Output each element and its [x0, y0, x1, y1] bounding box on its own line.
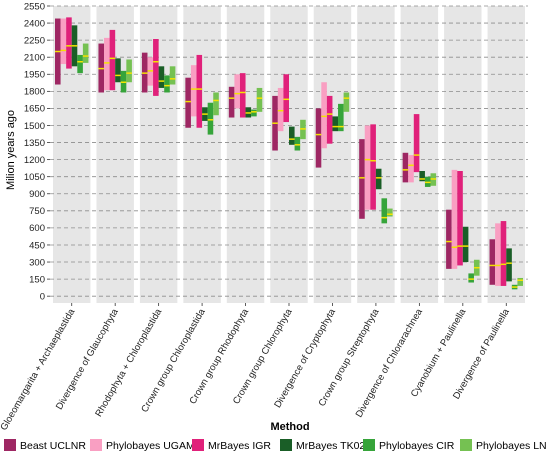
- legend-label: MrBayes TK02: [296, 440, 365, 452]
- y-tick-label: 2550: [24, 1, 45, 12]
- y-tick-label: 1650: [24, 104, 45, 115]
- legend-item: Phylobayes LN: [460, 439, 547, 452]
- range-bar: [451, 169, 458, 269]
- range-bar: [326, 95, 333, 144]
- range-bar: [251, 109, 257, 117]
- range-bar: [419, 171, 425, 182]
- legend-swatch: [192, 439, 204, 451]
- legend-item: Phylobayes CIR: [363, 439, 455, 452]
- x-tick-label: Gloeomargarita + Archaeplastida: [0, 306, 78, 432]
- range-bar: [338, 103, 344, 132]
- range-bar: [60, 18, 67, 65]
- range-bar: [207, 102, 214, 135]
- range-bar: [158, 66, 165, 88]
- range-bar: [66, 17, 72, 69]
- range-bar: [359, 139, 365, 219]
- legend-label: Phylobayes CIR: [379, 440, 455, 452]
- y-tick-label: 1500: [24, 121, 45, 132]
- range-bar: [234, 74, 240, 109]
- legend-swatch: [4, 439, 16, 451]
- y-tick-label: 900: [29, 189, 45, 200]
- range-bar: [408, 155, 414, 183]
- y-tick-label: 2250: [24, 35, 45, 46]
- range-bar: [468, 273, 474, 283]
- legend-item: MrBayes IGR: [192, 439, 271, 452]
- range-bar: [239, 73, 246, 118]
- range-bar: [283, 74, 289, 123]
- y-tick-label: 1050: [24, 172, 45, 183]
- range-bar: [343, 92, 350, 112]
- range-bar: [228, 86, 235, 118]
- range-bar: [82, 43, 89, 63]
- y-tick-label: 2400: [24, 18, 45, 29]
- y-tick-label: 450: [29, 240, 45, 251]
- legend-swatch: [280, 439, 292, 451]
- median-marks: [55, 45, 523, 288]
- legend: Beast UCLNR Phylobayes UGAM MrBayes IGR MrB…: [4, 439, 547, 452]
- range-bar: [462, 226, 469, 263]
- y-tick-label: 750: [29, 206, 45, 217]
- range-bar: [289, 126, 295, 145]
- y-tick-label: 1200: [24, 155, 45, 166]
- y-tick-label: 1800: [24, 87, 45, 98]
- legend-label: Phylobayes UGAM: [106, 440, 195, 452]
- y-tick-label: 600: [29, 223, 45, 234]
- range-bar: [104, 37, 110, 91]
- range-bar: [196, 54, 203, 128]
- legend-item: Beast UCLNR: [4, 439, 86, 452]
- range-bar: [115, 58, 121, 83]
- range-bar: [256, 87, 263, 112]
- range-bar: [109, 29, 116, 91]
- range-bar: [185, 77, 191, 128]
- range-bar: [213, 92, 219, 116]
- category-band: [270, 6, 308, 303]
- range-bar: [402, 152, 409, 183]
- range-bar: [387, 208, 393, 217]
- range-bar: [126, 59, 132, 83]
- x-axis: Gloeomargarita + ArchaeplastidaDivergenc…: [0, 303, 512, 433]
- legend-label: Beast UCLNR: [20, 440, 86, 452]
- category-band: [183, 6, 221, 303]
- legend-swatch: [460, 439, 472, 451]
- y-tick-label: 1950: [24, 70, 45, 81]
- range-bar: [457, 171, 463, 266]
- range-bar: [190, 65, 197, 117]
- range-bar: [77, 54, 83, 74]
- legend-label: MrBayes IGR: [208, 440, 271, 452]
- range-bar: [321, 82, 327, 149]
- range-bar: [495, 223, 501, 286]
- y-tick-label: 300: [29, 257, 45, 268]
- range-bar: [315, 108, 322, 168]
- range-bar: [164, 75, 170, 93]
- y-tick-label: 0: [40, 291, 45, 302]
- y-axis: 0 150 300 450 600 750 900 1050 1200 1350 1500 1650 1…: [24, 1, 50, 302]
- legend-swatch: [363, 439, 375, 451]
- range-bar: [517, 277, 523, 286]
- range-bar: [332, 116, 339, 132]
- y-tick-label: 1350: [24, 138, 45, 149]
- x-axis-title: Method: [270, 421, 309, 433]
- y-tick-label: 2100: [24, 53, 45, 64]
- range-bar: [364, 125, 371, 210]
- legend-item: MrBayes TK02: [280, 439, 365, 452]
- legend-swatch: [90, 439, 102, 451]
- range-bar: [500, 221, 507, 286]
- category-band: [226, 6, 265, 303]
- range-bar: [489, 239, 496, 285]
- range-bar: [381, 198, 388, 224]
- range-bar: [506, 248, 512, 282]
- legend-label: Phylobayes LN: [476, 440, 547, 452]
- range-bar: [277, 87, 284, 132]
- range-bar: [446, 209, 452, 269]
- y-tick-label: 150: [29, 274, 45, 285]
- range-bar: [153, 39, 159, 96]
- legend-item: Phylobayes UGAM: [90, 439, 195, 452]
- range-bar: [294, 136, 301, 151]
- y-axis-title: Milion years ago: [5, 110, 17, 190]
- range-bar: [413, 114, 420, 173]
- range-bar: [375, 168, 382, 190]
- range-bar: [169, 66, 176, 85]
- range-bar: [370, 124, 376, 210]
